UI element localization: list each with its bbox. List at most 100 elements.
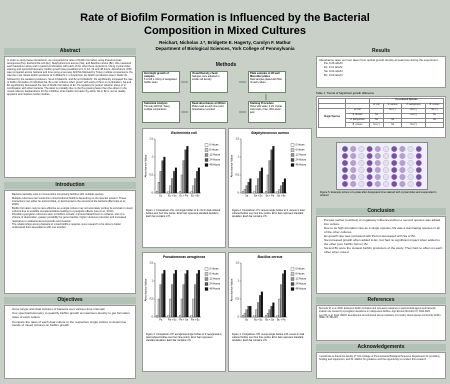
well: [366, 160, 373, 166]
legend-label: 0 Hours: [296, 267, 306, 271]
figure-caption: Figure 2. Comparison of S. aureus single…: [232, 209, 305, 218]
bar: [163, 270, 166, 318]
bar: [159, 171, 162, 194]
well: [374, 153, 381, 159]
bullet: Bc: 0.03 abs/hr: [324, 73, 443, 77]
bar: [179, 191, 182, 194]
well: [366, 174, 373, 180]
table-cell: [425, 122, 444, 129]
bar: [253, 315, 256, 318]
bar: [280, 185, 283, 194]
well: [358, 153, 365, 159]
bullet: Compare the rates of each dual culture t…: [12, 320, 133, 329]
bullet-list: Grow single and dual cultures of bacteri…: [7, 307, 133, 329]
bar: [265, 315, 268, 318]
step-text: Rinse with water, 0.1% crystal violet st…: [250, 104, 282, 114]
well: [358, 174, 365, 180]
step-title: Statistical Analysis: [144, 102, 168, 105]
affiliation: Department of Biological Sciences, York …: [155, 46, 295, 51]
legend-label: 48 Hours: [210, 163, 221, 167]
well: [366, 153, 373, 159]
well: [407, 153, 414, 159]
legend-swatch: [290, 163, 295, 167]
bar: [259, 171, 262, 194]
bar: [192, 185, 195, 194]
y-axis-label: Absorbance Value: [230, 154, 234, 177]
legend-label: 48 Hours: [210, 287, 221, 291]
y-tick-label: 0: [152, 191, 154, 195]
y-tick-label: 1: [152, 279, 154, 283]
bar: [190, 315, 193, 318]
bar: [174, 167, 177, 194]
y-tick-label: 0.5: [149, 173, 153, 177]
table-cell: Yes (↑): [368, 122, 385, 129]
bar: [249, 178, 252, 194]
bar: [161, 273, 164, 318]
bullet: Sa increased growth when added to Ec, bu…: [324, 238, 443, 246]
bar: [272, 302, 275, 318]
y-tick-label: 1: [238, 279, 240, 283]
bar-chart: Absorbance Value 0 0.5 1 1.5 Sa Sa + Ec Sa + Pa…: [230, 137, 307, 198]
bullet: The relationships among bacteria in mixe…: [12, 223, 133, 229]
abstract-text: In order to study these interactions, we…: [4, 56, 136, 178]
figure-caption: Figure 1. Comparison of E. coli single b…: [146, 209, 221, 218]
step-title: Staining Procedure: [250, 102, 274, 105]
method-step: Visual Density check Samples were adjuste…: [190, 71, 228, 93]
bar: [173, 273, 176, 318]
bullet: Pa: 0.46 abs/hr: [324, 61, 443, 65]
bar: [278, 189, 281, 194]
bar: [184, 149, 187, 194]
bar: [156, 315, 159, 318]
bullet: Grow single and dual cultures of bacteri…: [12, 307, 133, 312]
bar: [161, 160, 164, 194]
bullet-list: Bacteria naturally exist in communities …: [7, 193, 133, 229]
well: [350, 146, 357, 152]
table-cell: B. cereus: [345, 122, 370, 129]
y-tick-label: 0: [238, 191, 240, 195]
bar: [266, 313, 269, 318]
legend-label: 6 Hours: [296, 148, 306, 152]
well: [399, 167, 406, 173]
bar: [270, 306, 273, 318]
legend-label: 24 Hours: [210, 282, 221, 286]
legend-swatch: [204, 282, 209, 286]
bar: [260, 291, 263, 318]
well: [383, 160, 389, 166]
bar: [180, 174, 183, 194]
references-box: Burmolle M, et al. 2006. Enhanced biofil…: [316, 305, 446, 341]
y-axis-label: Absorbance Value: [230, 278, 234, 301]
well: [358, 146, 365, 152]
conclusion-box: Pa was neither positively or negatively …: [316, 216, 446, 294]
well: [391, 146, 398, 152]
x-tick-label: Sa + Ec: [254, 195, 263, 198]
well: [383, 174, 389, 180]
legend-swatch: [290, 282, 295, 286]
legend-label: 0 Hours: [210, 267, 220, 271]
table-row: B. cereus Yes (↑) No Yes (↑): [319, 122, 444, 129]
bar: [159, 284, 162, 318]
legend-label: 24 Hours: [296, 158, 307, 162]
method-step: Overnight growth of samples 5 ml LB 1 col…: [142, 71, 180, 93]
well: [366, 167, 373, 173]
table: Co-cultured Species E. coli S. aureus P. ae…: [317, 98, 445, 129]
bar: [265, 191, 268, 194]
well: [407, 146, 414, 152]
y-tick-label: 0.5: [149, 297, 153, 301]
well: [415, 167, 422, 173]
bullet: Sa and Bc were the slowest biofilm produ…: [324, 246, 443, 254]
bar: [282, 182, 285, 194]
bar: [247, 306, 250, 318]
figure-title: Bacillus cereus: [257, 255, 283, 259]
bar: [260, 167, 263, 194]
bar: [243, 189, 246, 194]
flow-arrows: [181, 81, 267, 113]
reference: Lee KW, et al. 2014. Biofilm development…: [319, 314, 442, 320]
figure: Bacillus cereus Absorbance Value 0 0.5 1 1.5 B…: [228, 252, 312, 372]
legend-swatch: [290, 153, 295, 157]
bullet: Pa was neither positively or negatively …: [324, 218, 443, 226]
bar: [167, 315, 170, 318]
legend-label: 12 Hours: [210, 277, 221, 281]
plate-wells: [342, 146, 422, 187]
bullet: Use spectrophotometry to quantify biofil…: [12, 312, 133, 320]
legend-swatch: [204, 143, 209, 147]
